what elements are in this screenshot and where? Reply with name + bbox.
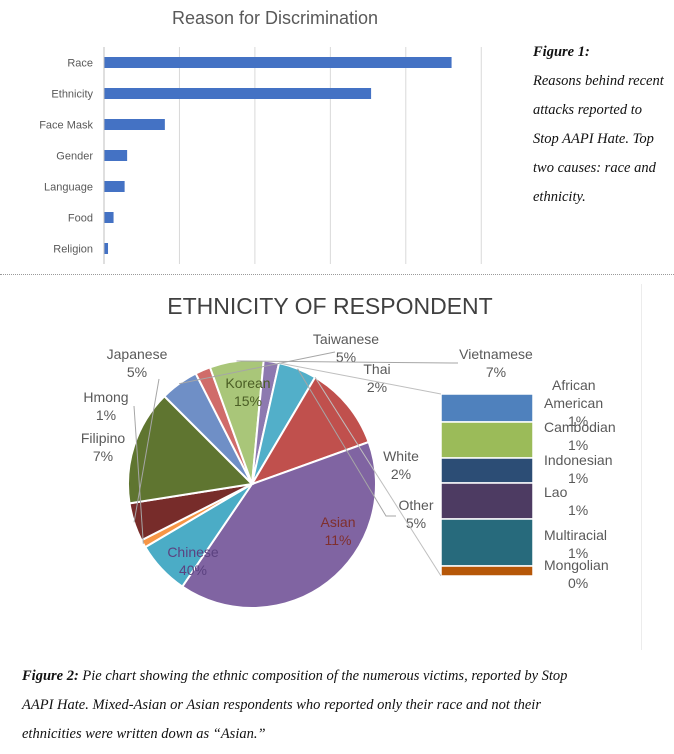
ethnicity-pie-chart: ETHNICITY OF RESPONDENT Taiwanese 5%Thai 2… [81, 293, 616, 610]
leader-line-hmong [133, 405, 144, 544]
breakdown-bar-cambodian [440, 421, 534, 459]
other-breakdown-bar: African American 1%Cambodian 1%Indonesian 1%… [278, 362, 616, 591]
pie-labels: Taiwanese 5%Thai 2% Vietnamese 7% White 2% Othe… [81, 331, 533, 578]
category-label-ethnicity: Ethnicity [51, 89, 93, 101]
breakdown-label-cambodian: Cambodian 1% [544, 419, 616, 453]
breakdown-bar-multiracial [440, 518, 534, 567]
pie-label-hmong: Hmong 1% [83, 389, 128, 423]
breakdown-bar-african-american [440, 393, 534, 423]
bar-chart-title: Reason for Discrimination [172, 8, 378, 28]
pie-label-filipino: Filipino 7% [81, 430, 126, 464]
figure-1-label: Figure 1: [533, 44, 590, 60]
breakdown-label-indonesian: Indonesian 1% [544, 452, 613, 486]
bar-race [104, 57, 452, 68]
slice-korean [127, 394, 255, 505]
leader-line-vietnamese [236, 360, 458, 364]
figure-2-text-line-1: Pie chart showing the ethnic composition… [78, 668, 568, 684]
bar-chart-bars: Race Ethnicity Face Mask Gender Language Food… [39, 57, 452, 256]
category-label-language: Language [44, 182, 93, 194]
category-label-face-mask: Face Mask [39, 120, 93, 132]
figure-2-caption: Figure 2: Pie chart showing the ethnic c… [22, 662, 662, 749]
slice-asian [249, 375, 370, 486]
pie-label-white: White 2% [383, 448, 419, 482]
figure-2-label: Figure 2: [22, 668, 79, 684]
bar-chart-gridlines [103, 47, 482, 264]
bar-gender [104, 150, 128, 161]
category-label-race: Race [67, 58, 93, 70]
breakdown-label-mongolian: Mongolian 0% [544, 557, 609, 591]
bar-religion [104, 243, 109, 254]
bar-language [104, 181, 125, 192]
category-label-gender: Gender [56, 151, 93, 163]
breakdown-label-african-american: African American 1% [544, 377, 603, 429]
leader-line-taiwanese [179, 351, 336, 385]
pie-slices [127, 359, 377, 610]
connector-line-top [278, 362, 442, 395]
pie-label-taiwanese: Taiwanese 5% [313, 331, 379, 365]
category-label-food: Food [68, 213, 93, 225]
pie-label-thai: Thai 2% [363, 361, 390, 395]
pie-label-vietnamese: Vietnamese 7% [459, 346, 533, 380]
slice-chinese [180, 440, 377, 610]
chart-border [641, 284, 642, 650]
pie-label-other: Other 5% [398, 497, 433, 531]
figure-2-text-line-2: AAPI Hate. Mixed-Asian or Asian responde… [22, 697, 541, 713]
connector-line-bottom [314, 377, 442, 577]
leader-line-japanese [133, 378, 160, 523]
breakdown-bar-indonesian [440, 457, 534, 484]
section-divider [0, 274, 674, 275]
breakdown-bar-lao [440, 482, 534, 520]
breakdown-bar-mongolian [440, 565, 534, 577]
pie-label-japanese: Japanese 5% [107, 346, 168, 380]
bar-food [104, 212, 114, 223]
pie-chart-title: ETHNICITY OF RESPONDENT [167, 293, 492, 319]
reason-bar-chart: Reason for Discrimination Race Ethnicity F… [39, 8, 482, 264]
figure-1-caption: Figure 1: Reasons behind recent attacks r… [533, 38, 668, 212]
leader-line-other [297, 368, 396, 517]
bar-ethnicity [104, 88, 372, 99]
pie-label-asian: Asian 11% [320, 514, 355, 548]
breakdown-label-multiracial: Multiracial 1% [544, 527, 607, 561]
pie-label-korean: Korean 15% [225, 375, 270, 409]
pie-label-chinese: Chinese 40% [167, 544, 219, 578]
figure-2-text-line-3: ethnicities were written down as “Asian.… [22, 726, 266, 742]
figure-1-text: Reasons behind recent attacks reported t… [533, 73, 664, 205]
breakdown-label-lao: Lao1% [544, 484, 588, 518]
category-label-religion: Religion [53, 244, 93, 256]
bar-face-mask [104, 119, 165, 130]
